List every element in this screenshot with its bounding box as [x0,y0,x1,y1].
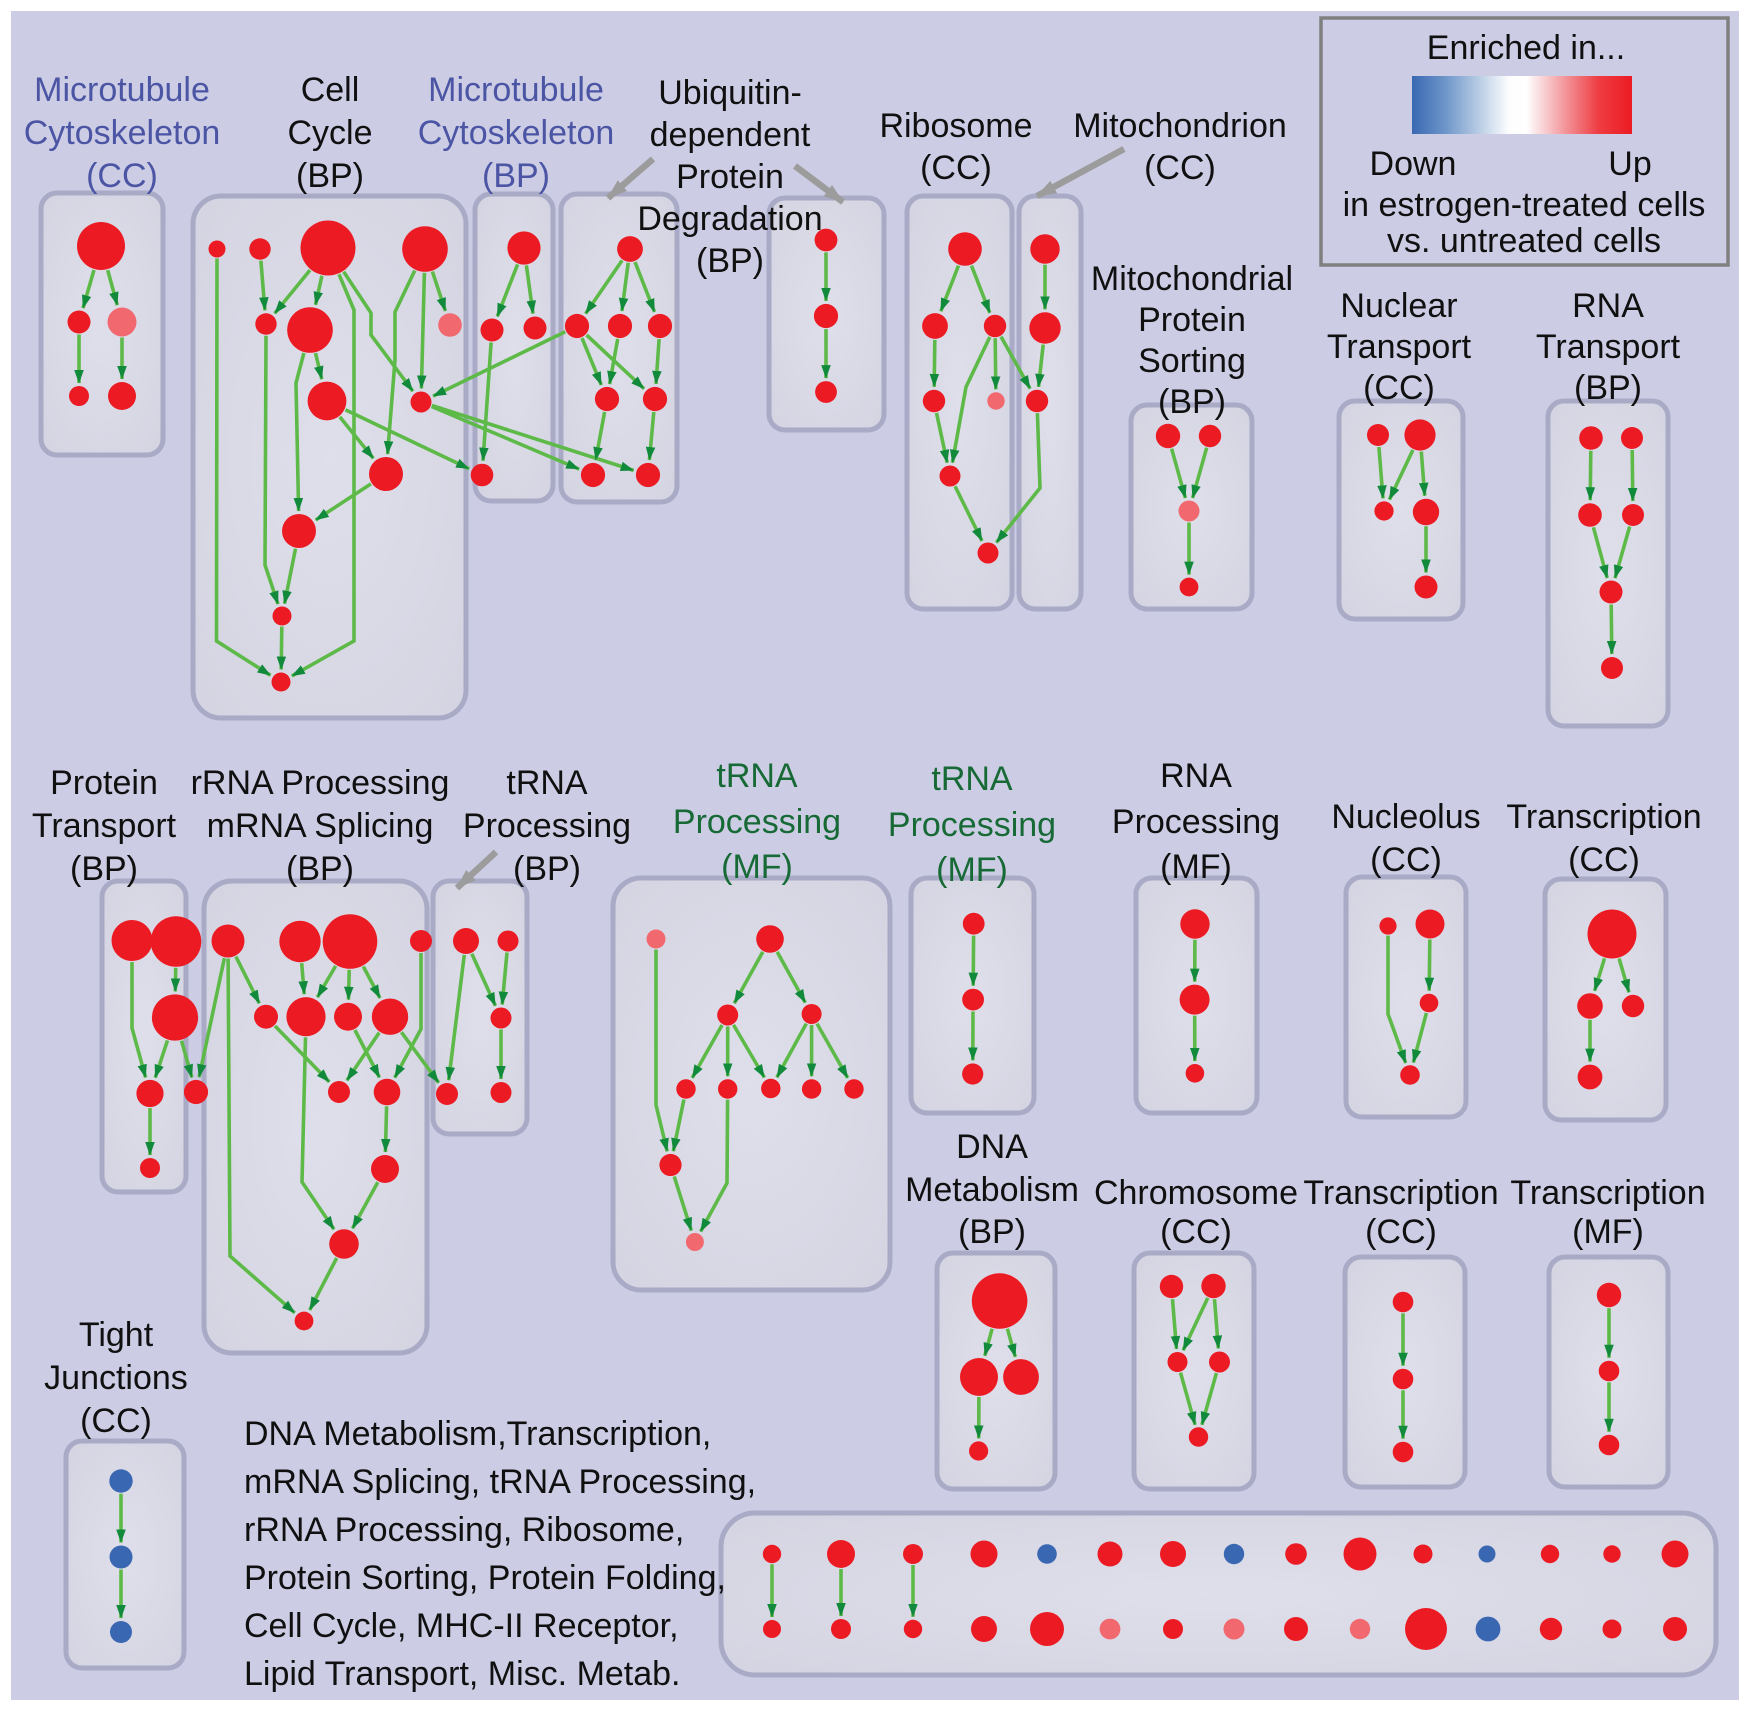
svg-text:(CC): (CC) [1568,841,1640,879]
svg-text:Transport: Transport [32,807,177,845]
svg-text:Cycle: Cycle [287,114,372,152]
svg-text:Nuclear: Nuclear [1340,287,1457,325]
svg-text:RNA: RNA [1160,757,1232,795]
svg-text:Cytoskeleton: Cytoskeleton [418,114,615,152]
svg-text:Cell Cycle, MHC-II Receptor,: Cell Cycle, MHC-II Receptor, [244,1607,679,1645]
svg-text:Transcription: Transcription [1510,1174,1705,1212]
svg-text:Processing: Processing [463,807,631,845]
svg-text:Lipid Transport, Misc. Metab.: Lipid Transport, Misc. Metab. [244,1655,681,1693]
svg-text:Cytoskeleton: Cytoskeleton [24,114,221,152]
svg-text:(BP): (BP) [296,157,364,195]
svg-text:(CC): (CC) [1144,149,1216,187]
svg-text:Ubiquitin-: Ubiquitin- [658,74,802,112]
svg-text:Ribosome: Ribosome [879,107,1032,145]
svg-text:(CC): (CC) [1363,369,1435,407]
svg-text:Cell: Cell [301,71,360,109]
svg-text:dependent: dependent [650,116,811,154]
svg-text:(BP): (BP) [286,850,354,888]
svg-text:Mitochondrion: Mitochondrion [1073,107,1287,145]
svg-text:Protein Sorting, Protein Foldi: Protein Sorting, Protein Folding, [244,1559,726,1597]
svg-text:Sorting: Sorting [1138,342,1246,380]
svg-text:Metabolism: Metabolism [905,1171,1079,1209]
svg-text:rRNA Processing: rRNA Processing [191,764,450,802]
svg-text:mRNA Splicing: mRNA Splicing [207,807,434,845]
svg-text:Down: Down [1370,145,1457,183]
svg-text:(MF): (MF) [1572,1213,1644,1251]
svg-text:(BP): (BP) [1574,369,1642,407]
svg-text:Mitochondrial: Mitochondrial [1091,260,1293,298]
svg-text:(CC): (CC) [1365,1213,1437,1251]
svg-text:(CC): (CC) [1160,1213,1232,1251]
svg-text:Tight: Tight [79,1316,154,1354]
svg-text:Protein: Protein [1138,301,1246,339]
svg-text:(MF): (MF) [936,851,1008,889]
svg-text:(BP): (BP) [482,157,550,195]
svg-text:DNA: DNA [956,1128,1028,1166]
svg-text:Processing: Processing [1112,803,1280,841]
svg-text:(BP): (BP) [1158,383,1226,421]
svg-text:Processing: Processing [888,806,1056,844]
svg-text:(BP): (BP) [70,850,138,888]
svg-text:(BP): (BP) [696,242,764,280]
svg-text:(MF): (MF) [721,848,793,886]
svg-text:in estrogen-treated cells: in estrogen-treated cells [1343,186,1706,224]
svg-text:(CC): (CC) [80,1402,152,1440]
svg-text:tRNA: tRNA [716,757,798,795]
svg-text:Junctions: Junctions [44,1359,188,1397]
svg-text:Up: Up [1608,145,1651,183]
svg-text:vs. untreated cells: vs. untreated cells [1387,222,1661,260]
svg-text:RNA: RNA [1572,287,1644,325]
svg-text:Transport: Transport [1536,328,1681,366]
svg-text:(CC): (CC) [1370,841,1442,879]
svg-text:tRNA: tRNA [506,764,588,802]
svg-text:Transcription: Transcription [1506,798,1701,836]
svg-text:tRNA: tRNA [931,760,1013,798]
svg-text:Degradation: Degradation [637,200,822,238]
svg-text:(CC): (CC) [86,157,158,195]
svg-text:mRNA Splicing, tRNA Processing: mRNA Splicing, tRNA Processing, [244,1463,756,1501]
svg-text:Microtubule: Microtubule [34,71,210,109]
svg-text:Transcription: Transcription [1303,1174,1498,1212]
svg-text:(MF): (MF) [1160,848,1232,886]
svg-text:DNA Metabolism,Transcription,: DNA Metabolism,Transcription, [244,1415,711,1453]
svg-text:Nucleolus: Nucleolus [1331,798,1480,836]
svg-text:Transport: Transport [1327,328,1472,366]
svg-text:(BP): (BP) [513,850,581,888]
svg-text:Protein: Protein [676,158,784,196]
svg-text:Protein: Protein [50,764,158,802]
svg-text:Enriched in...: Enriched in... [1427,29,1625,67]
svg-text:(BP): (BP) [958,1213,1026,1251]
svg-text:(CC): (CC) [920,149,992,187]
svg-text:Microtubule: Microtubule [428,71,604,109]
svg-text:rRNA Processing, Ribosome,: rRNA Processing, Ribosome, [244,1511,684,1549]
svg-text:Chromosome: Chromosome [1094,1174,1298,1212]
svg-text:Processing: Processing [673,803,841,841]
